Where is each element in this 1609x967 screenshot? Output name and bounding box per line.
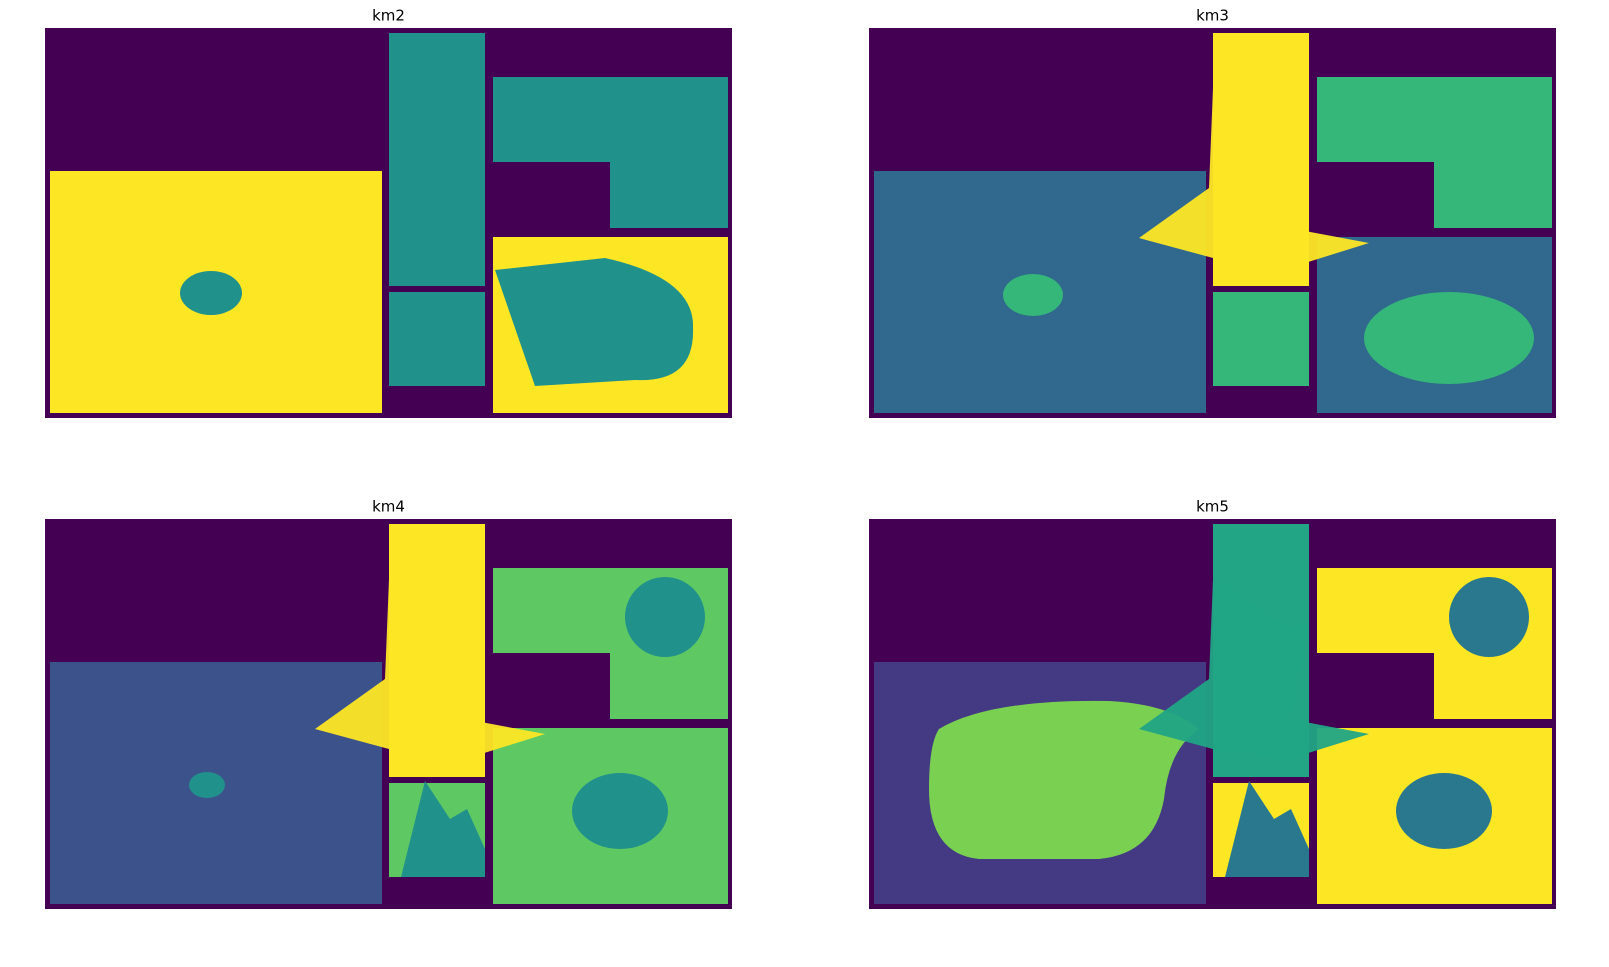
region xyxy=(1449,577,1529,657)
corridor-bottom xyxy=(389,292,485,386)
region xyxy=(1139,88,1369,268)
region xyxy=(1364,292,1534,384)
region xyxy=(929,700,1199,859)
region xyxy=(1225,781,1309,877)
corridor-bottom xyxy=(1213,292,1309,386)
region xyxy=(1003,274,1063,316)
panel-title: km5 xyxy=(1196,498,1229,516)
region xyxy=(315,579,545,759)
region xyxy=(625,577,705,657)
region xyxy=(180,271,242,315)
region xyxy=(189,772,225,798)
region xyxy=(1396,773,1492,849)
panel-title: km3 xyxy=(1196,7,1229,25)
panel-title: km2 xyxy=(372,7,405,25)
region xyxy=(495,258,694,386)
region xyxy=(572,773,668,849)
region xyxy=(1139,579,1369,759)
top-right-room xyxy=(493,77,728,228)
top-right-room xyxy=(1317,77,1552,228)
corridor-top xyxy=(389,33,485,286)
panel-title: km4 xyxy=(372,498,405,516)
panel xyxy=(869,28,1556,418)
panel xyxy=(869,519,1556,909)
region xyxy=(401,781,485,877)
panel xyxy=(45,519,732,909)
panel xyxy=(45,28,732,418)
